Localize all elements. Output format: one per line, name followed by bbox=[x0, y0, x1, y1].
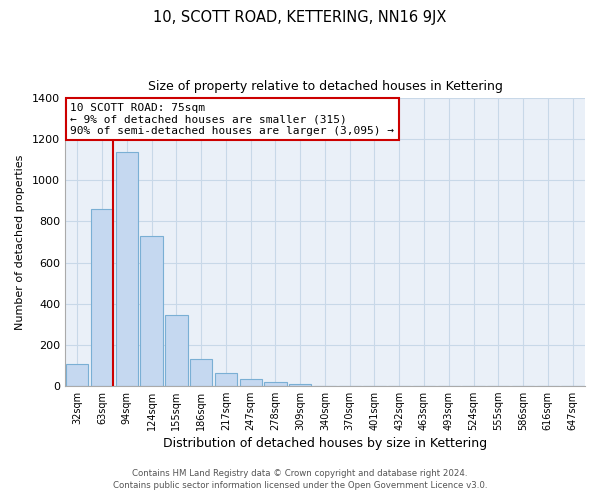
Bar bbox=[140, 236, 163, 386]
Bar bbox=[190, 359, 212, 386]
Y-axis label: Number of detached properties: Number of detached properties bbox=[15, 154, 25, 330]
Text: 10 SCOTT ROAD: 75sqm
← 9% of detached houses are smaller (315)
90% of semi-detac: 10 SCOTT ROAD: 75sqm ← 9% of detached ho… bbox=[70, 102, 394, 136]
Text: 10, SCOTT ROAD, KETTERING, NN16 9JX: 10, SCOTT ROAD, KETTERING, NN16 9JX bbox=[154, 10, 446, 25]
Bar bbox=[116, 152, 138, 386]
Bar bbox=[215, 373, 237, 386]
X-axis label: Distribution of detached houses by size in Kettering: Distribution of detached houses by size … bbox=[163, 437, 487, 450]
Bar bbox=[165, 315, 188, 386]
Text: Contains HM Land Registry data © Crown copyright and database right 2024.
Contai: Contains HM Land Registry data © Crown c… bbox=[113, 468, 487, 490]
Title: Size of property relative to detached houses in Kettering: Size of property relative to detached ho… bbox=[148, 80, 502, 93]
Bar bbox=[66, 364, 88, 386]
Bar bbox=[91, 209, 113, 386]
Bar bbox=[239, 379, 262, 386]
Bar bbox=[264, 382, 287, 386]
Bar bbox=[289, 384, 311, 386]
